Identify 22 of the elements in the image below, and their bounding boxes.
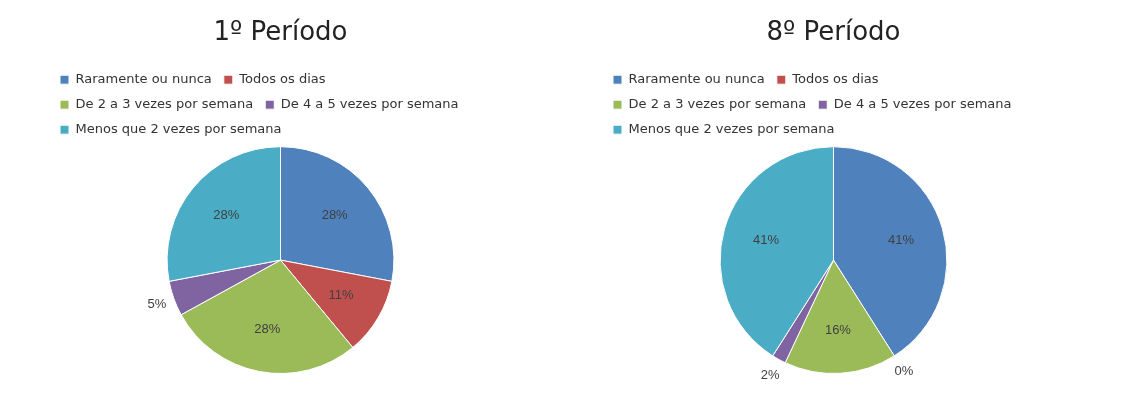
legend-label: De 4 a 5 vezes por semana — [280, 96, 459, 112]
data-label: 41% — [888, 232, 915, 248]
data-label: 11% — [328, 287, 354, 303]
data-label: 5% — [147, 296, 167, 312]
data-label: 28% — [213, 206, 240, 222]
legend-label: Todos os dias — [238, 71, 326, 87]
legend-label: Raramente ou nunca — [75, 71, 212, 87]
data-label: 2% — [760, 366, 781, 382]
chart-title: 8º Período — [766, 16, 901, 47]
data-label: 16% — [824, 321, 852, 337]
legend-label: De 2 a 3 vezes por semana — [628, 96, 807, 112]
legend-label: De 4 a 5 vezes por semana — [833, 96, 1012, 112]
text: 0% — [894, 362, 914, 378]
data-label: 41% — [752, 232, 780, 248]
legend-label: De 2 a 3 vezes por semana — [75, 96, 254, 112]
legend-label: Menos que 2 vezes por semana — [628, 121, 835, 137]
chart-title: 1º Período — [213, 16, 348, 47]
data-label: 28% — [321, 206, 349, 222]
legend-label: Raramente ou nunca — [628, 71, 765, 87]
legend-label: Menos que 2 vezes por semana — [75, 121, 282, 137]
legend-label: Todos os dias — [791, 71, 879, 87]
data-label: 28% — [254, 320, 281, 336]
